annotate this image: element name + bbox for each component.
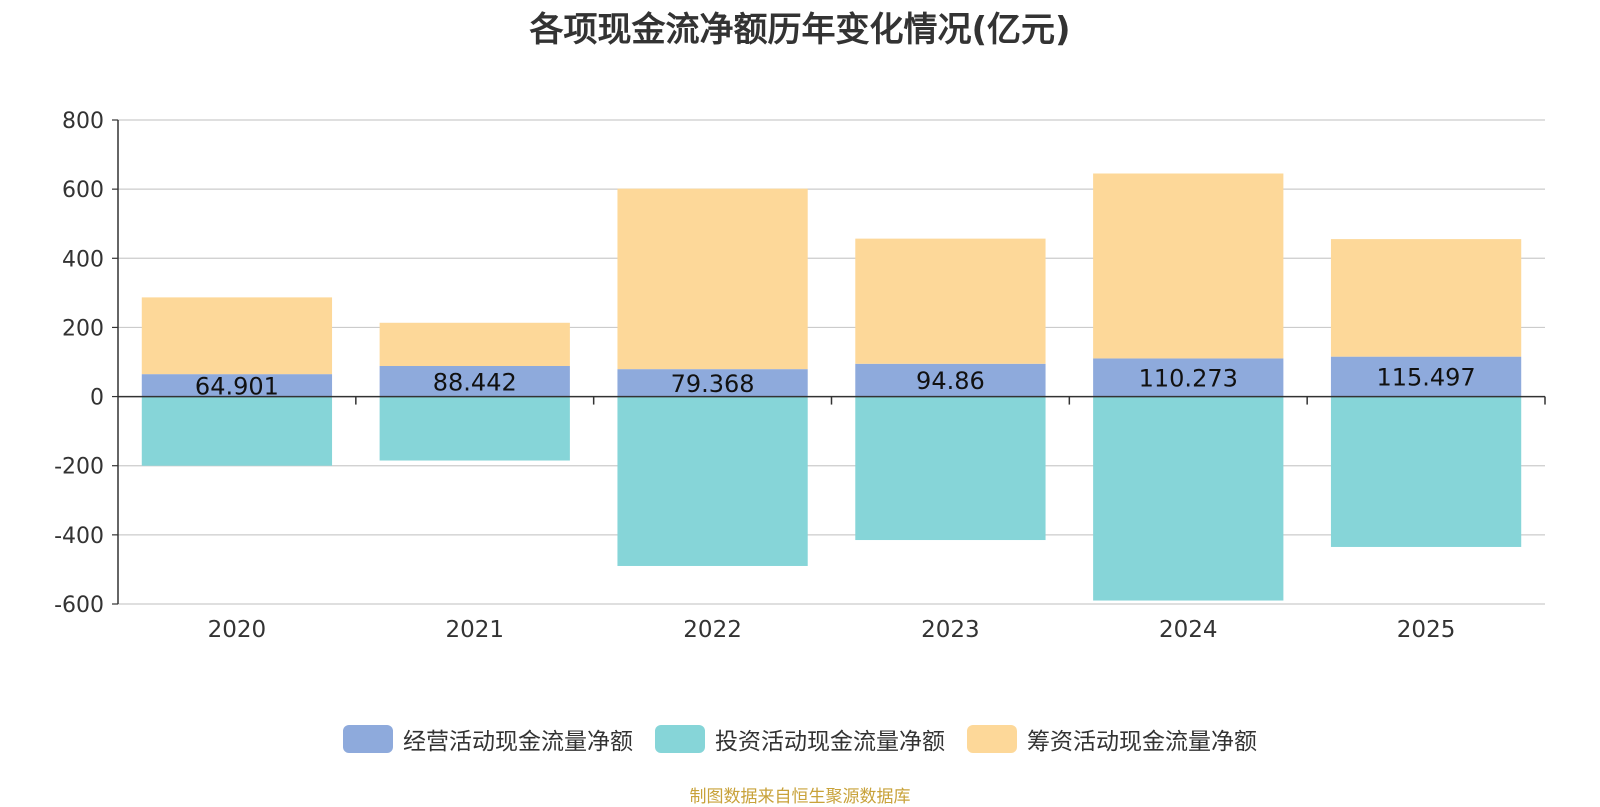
bar-series1-2020 — [141, 396, 333, 466]
legend-item-financing[interactable]: 筹资活动现金流量净额 — [967, 722, 1257, 756]
bar-series1-2022 — [617, 396, 808, 566]
bar-series2-2024 — [1093, 173, 1284, 359]
legend-swatch-investing — [655, 725, 705, 753]
data-label-2022: 79.368 — [671, 370, 755, 398]
bar-series1-2025 — [1330, 396, 1522, 547]
y-tick-label-4: 0 — [90, 386, 104, 411]
bar-series2-2020 — [141, 297, 333, 375]
legend-swatch-operating — [343, 725, 393, 753]
bar-series1-2023 — [855, 396, 1046, 541]
y-tick-label-0: 800 — [62, 109, 104, 134]
x-tick-label-2025: 2025 — [1397, 617, 1456, 643]
bar-series0-2023 — [855, 363, 1046, 397]
legend-label-financing: 筹资活动现金流量净额 — [1027, 729, 1257, 755]
legend-label-operating: 经营活动现金流量净额 — [403, 729, 633, 755]
y-tick-label-6: -400 — [54, 524, 104, 549]
bar-series2-2023 — [855, 238, 1046, 364]
legend: 经营活动现金流量净额 投资活动现金流量净额 筹资活动现金流量净额 — [0, 722, 1600, 756]
data-label-2023: 94.86 — [916, 367, 985, 395]
bar-series2-2022 — [617, 188, 808, 370]
y-tick-label-3: 200 — [62, 316, 104, 341]
bar-series0-2020 — [141, 374, 333, 397]
legend-item-operating[interactable]: 经营活动现金流量净额 — [343, 722, 633, 756]
legend-item-investing[interactable]: 投资活动现金流量净额 — [655, 722, 945, 756]
bar-series1-2024 — [1093, 396, 1284, 601]
y-tick-label-5: -200 — [54, 455, 104, 480]
data-label-2021: 88.442 — [433, 368, 517, 396]
data-label-2024: 110.273 — [1139, 365, 1238, 393]
y-tick-label-1: 600 — [62, 178, 104, 203]
source-note: 制图数据来自恒生聚源数据库 — [689, 787, 911, 807]
x-tick-label-2021: 2021 — [445, 617, 504, 643]
y-tick-label-7: -600 — [54, 593, 104, 618]
bar-series0-2021 — [379, 365, 570, 397]
x-tick-label-2020: 2020 — [208, 617, 267, 643]
x-tick-label-2023: 2023 — [921, 617, 980, 643]
x-tick-label-2024: 2024 — [1159, 617, 1218, 643]
y-tick-label-2: 400 — [62, 247, 104, 272]
bar-series2-2025 — [1330, 239, 1522, 357]
bar-series0-2024 — [1093, 358, 1284, 397]
bar-series0-2022 — [617, 369, 808, 397]
legend-label-investing: 投资活动现金流量净额 — [715, 729, 945, 755]
x-tick-label-2022: 2022 — [683, 617, 742, 643]
bar-series0-2025 — [1330, 356, 1522, 397]
bar-series1-2021 — [379, 396, 570, 461]
legend-swatch-financing — [967, 725, 1017, 753]
data-label-2025: 115.497 — [1376, 364, 1475, 392]
chart-title: 各项现金流净额历年变化情况(亿元) — [529, 10, 1071, 50]
data-label-2020: 64.901 — [195, 372, 279, 400]
bar-series2-2021 — [379, 322, 570, 366]
